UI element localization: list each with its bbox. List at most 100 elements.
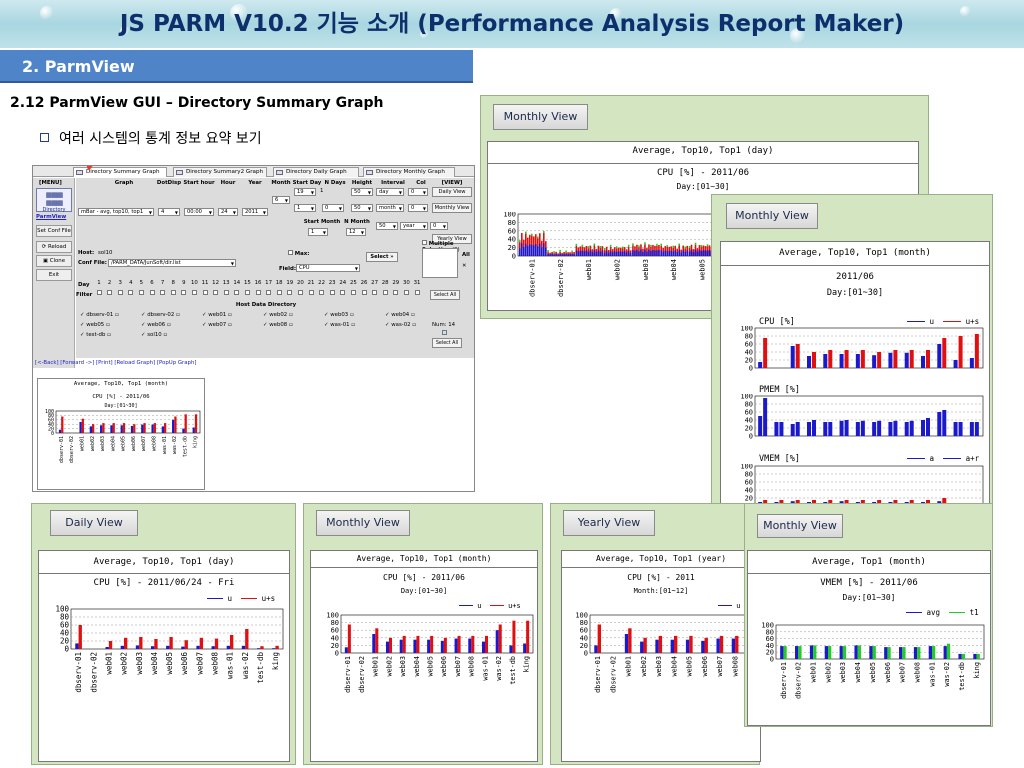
day-checkbox[interactable] <box>308 290 314 295</box>
day-checkbox[interactable] <box>361 290 367 295</box>
month-select[interactable]: 6 <box>272 196 290 204</box>
day-checkbox[interactable] <box>276 290 282 295</box>
day-checkbox[interactable] <box>170 290 176 295</box>
host-checkbox[interactable]: ✓ sol10 ▫ <box>141 332 168 338</box>
day-checkbox[interactable] <box>372 290 378 295</box>
day-checkbox[interactable] <box>414 290 420 295</box>
host-checkbox[interactable]: ✓ web06 ▫ <box>141 322 171 328</box>
navigation-links[interactable]: [<-Back] [Forward ->] [Print] [Reload Gr… <box>35 360 197 366</box>
day-checkbox[interactable] <box>319 290 325 295</box>
day-checkbox[interactable] <box>287 290 293 295</box>
x-tick-label: was-02 <box>172 436 178 454</box>
multiple-selection-list[interactable] <box>422 248 458 278</box>
day-checkbox[interactable] <box>160 290 166 295</box>
day-checkbox[interactable] <box>340 290 346 295</box>
monthly-view-button-vmem[interactable]: Monthly View <box>757 514 843 538</box>
col-select-3[interactable]: 0 <box>430 222 448 230</box>
field-select[interactable]: CPU <box>296 264 360 272</box>
height-select-2[interactable]: 50 <box>351 204 373 212</box>
clone-button[interactable]: ▣ Clone <box>36 255 72 267</box>
n-month-select[interactable]: 12 <box>346 228 366 236</box>
daily-view-button[interactable]: Daily View <box>432 187 472 197</box>
day-number: 1 <box>97 280 101 286</box>
daily-view-button[interactable]: Daily View <box>50 510 138 536</box>
day-checkbox[interactable] <box>128 290 134 295</box>
hour-select[interactable]: 24 <box>218 208 238 216</box>
day-checkbox[interactable] <box>149 290 155 295</box>
day-checkbox[interactable] <box>107 290 113 295</box>
exit-button[interactable]: Exit <box>36 269 72 281</box>
num-checkbox[interactable] <box>442 330 447 337</box>
day-checkbox[interactable] <box>244 290 250 295</box>
day-checkbox[interactable] <box>255 290 261 295</box>
parmview-link[interactable]: ParmView <box>36 214 67 220</box>
graph-select[interactable]: mBar - avg, top10, top1 <box>78 208 154 216</box>
day-checkbox[interactable] <box>393 290 399 295</box>
day-checkbox[interactable] <box>181 290 187 295</box>
y-tick-label: 40 <box>508 236 516 244</box>
dotdisp-select[interactable]: 4 <box>158 208 180 216</box>
year-select[interactable]: 2011 <box>242 208 268 216</box>
tab-directory-daily-graph[interactable]: Directory Daily Graph <box>273 167 359 177</box>
height-select[interactable]: 50 <box>351 188 373 196</box>
tab-directory-summary2-graph[interactable]: Directory Summary2 Graph <box>173 167 267 177</box>
select-button[interactable]: Select » <box>366 252 398 262</box>
day-checkbox[interactable] <box>403 290 409 295</box>
reload-button[interactable]: ⟳ Reload <box>36 241 72 253</box>
yearly-view-button[interactable]: Yearly View <box>563 510 655 536</box>
all-label[interactable]: All <box>462 252 470 258</box>
monthly-view-button-bottom[interactable]: Monthly View <box>316 510 410 536</box>
host-checkbox[interactable]: ✓ was-02 ▫ <box>385 322 416 328</box>
host-checkbox[interactable]: ✓ dbserv-02 ▫ <box>141 312 180 318</box>
select-all-days-button[interactable]: Select All <box>430 290 460 300</box>
height-select-3[interactable]: 50 <box>376 222 398 230</box>
host-checkbox[interactable]: ✓ web04 ▫ <box>385 312 415 318</box>
max-checkbox[interactable]: Max: <box>288 250 309 257</box>
day-checkbox[interactable] <box>202 290 208 295</box>
start-day-select-2[interactable]: 1 <box>294 204 316 212</box>
tab-directory-summary-graph[interactable]: Directory Summary Graph <box>73 167 167 177</box>
start-day-select[interactable]: 19 <box>294 188 316 196</box>
host-checkbox[interactable]: ✓ web08 ▫ <box>263 322 293 328</box>
host-checkbox[interactable]: ✓ web01 ▫ <box>202 312 232 318</box>
day-checkbox[interactable] <box>329 290 335 295</box>
clear-icon[interactable]: ✕ <box>462 263 467 269</box>
host-checkbox[interactable]: ✓ web02 ▫ <box>263 312 293 318</box>
day-checkbox[interactable] <box>266 290 272 295</box>
yearly-view-button-gui[interactable]: Yearly View <box>432 234 472 244</box>
monthly-view-button-mid[interactable]: Monthly View <box>726 203 818 229</box>
start-month-select[interactable]: 1 <box>308 228 328 236</box>
host-checkbox[interactable]: ✓ web07 ▫ <box>202 322 232 328</box>
bar-u+s <box>245 629 249 649</box>
conf-file-select[interactable]: /PARM_DATA/JunSoft/dir.list <box>108 259 236 267</box>
day-checkbox[interactable] <box>138 290 144 295</box>
set-conf-file-button[interactable]: Set Conf File <box>36 225 72 237</box>
day-checkbox[interactable] <box>382 290 388 295</box>
day-checkbox[interactable] <box>234 290 240 295</box>
monthly-view-button-top[interactable]: Monthly View <box>493 104 588 130</box>
interval-select-day[interactable]: day <box>376 188 404 196</box>
tab-directory-monthly-graph[interactable]: Directory Monthly Graph <box>363 167 455 177</box>
day-checkbox[interactable] <box>213 290 219 295</box>
host-checkbox[interactable]: ✓ test-db ▫ <box>80 332 111 338</box>
ndays-select[interactable]: 0 <box>322 204 344 212</box>
select-all-hosts-button[interactable]: Select All <box>432 338 462 348</box>
day-checkbox[interactable] <box>223 290 229 295</box>
col-select-2[interactable]: 0 <box>408 204 428 212</box>
host-checkbox[interactable]: ✓ web05 ▫ <box>80 322 110 328</box>
x-tick-label: web05 <box>427 656 435 676</box>
day-checkbox[interactable] <box>96 290 102 295</box>
host-checkbox[interactable]: ✓ web03 ▫ <box>324 312 354 318</box>
monthly-view-button-gui[interactable]: Monthly View <box>432 203 472 213</box>
directory-button[interactable]: ▦▦▦ ▦▦▦ Directory <box>36 188 72 213</box>
start-hour-select[interactable]: 00:00 <box>184 208 214 216</box>
host-checkbox[interactable]: ✓ dbserv-01 ▫ <box>80 312 119 318</box>
interval-select-year[interactable]: year <box>400 222 428 230</box>
day-checkbox[interactable] <box>191 290 197 295</box>
day-checkbox[interactable] <box>297 290 303 295</box>
day-checkbox[interactable] <box>350 290 356 295</box>
interval-select-month[interactable]: month <box>376 204 404 212</box>
host-checkbox[interactable]: ✓ was-01 ▫ <box>324 322 355 328</box>
col-select[interactable]: 0 <box>408 188 428 196</box>
day-checkbox[interactable] <box>117 290 123 295</box>
